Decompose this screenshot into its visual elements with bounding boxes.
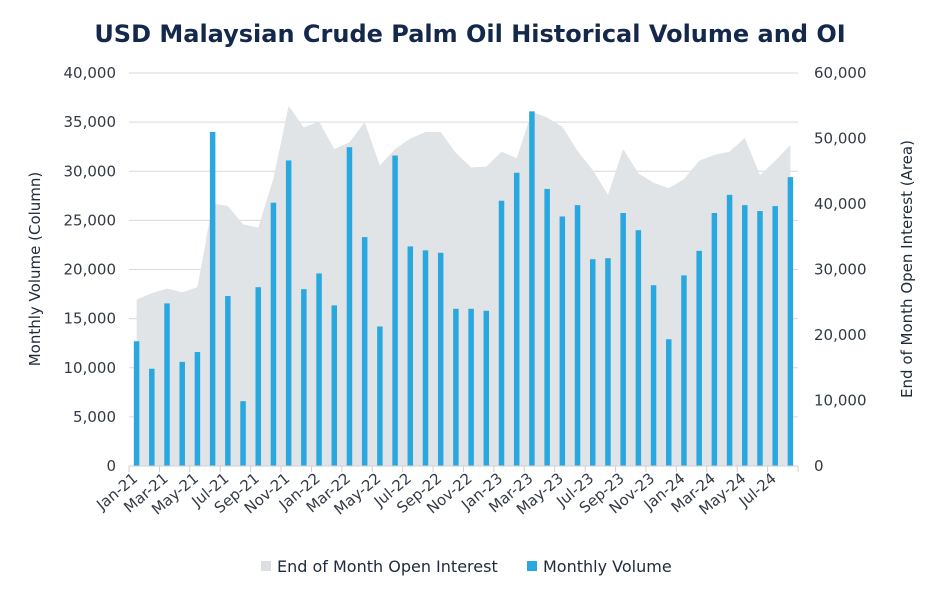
legend-label-monthly-volume: Monthly Volume — [543, 557, 672, 576]
y-left-tick-label: 15,000 — [64, 310, 117, 328]
volume-bar — [164, 303, 170, 466]
volume-bar — [422, 250, 429, 466]
volume-bar — [635, 230, 642, 466]
y-right-tick-label: 30,000 — [814, 261, 867, 279]
volume-bar — [149, 368, 155, 466]
legend-label-open-interest: End of Month Open Interest — [277, 557, 498, 576]
volume-bar — [696, 250, 702, 466]
y-right-tick-label: 0 — [814, 457, 824, 475]
volume-bar — [589, 259, 596, 466]
volume-bar — [483, 310, 490, 466]
y-left-tick-label: 20,000 — [64, 261, 117, 279]
volume-bar — [772, 206, 778, 466]
volume-bar — [742, 205, 748, 467]
y-right-tick-label: 40,000 — [814, 195, 867, 213]
volume-bar — [605, 258, 611, 466]
volume-bar — [650, 285, 657, 466]
volume-bar — [529, 111, 535, 466]
volume-bar — [666, 339, 672, 466]
volume-bar — [179, 361, 185, 466]
volume-bar — [225, 296, 231, 466]
y-right-tick-label: 20,000 — [814, 326, 867, 344]
open-interest-area-layer — [136, 105, 791, 466]
axes: 0 5,000 10,000 15,000 20,000 25,000 30,000 35,0… — [64, 64, 867, 519]
y-right-tick-label: 10,000 — [814, 392, 867, 410]
volume-bar — [453, 308, 459, 466]
y-right-tick-label: 50,000 — [814, 130, 867, 148]
volume-bar — [620, 213, 626, 466]
y-left-tick-label: 0 — [106, 457, 116, 475]
volume-bar — [787, 177, 794, 466]
legend-item-monthly-volume[interactable]: Monthly Volume — [527, 557, 672, 576]
y-left-tick-label: 25,000 — [64, 211, 117, 229]
y-left-tick-label: 10,000 — [64, 359, 117, 377]
y-left-tick-label: 30,000 — [64, 162, 117, 180]
volume-bar — [544, 188, 550, 466]
volume-bar — [285, 160, 292, 466]
open-interest-area — [136, 105, 791, 466]
legend-swatch-monthly-volume — [527, 561, 537, 571]
volume-bar — [133, 341, 140, 466]
y-axis-left-title: Monthly Volume (Column) — [26, 172, 44, 367]
y-left-tick-label: 40,000 — [64, 64, 117, 82]
volume-bar — [757, 211, 763, 466]
volume-bar — [498, 200, 505, 466]
volume-bar — [407, 246, 414, 466]
y-axis-right-title: End of Month Open Interest (Area) — [898, 140, 916, 398]
volume-bar — [392, 155, 398, 466]
volume-bar — [301, 289, 307, 466]
volume-bar — [194, 352, 201, 466]
y-left-tick-label: 5,000 — [73, 408, 116, 426]
legend: End of Month Open Interest Monthly Volum… — [261, 557, 672, 576]
volume-bar — [377, 326, 383, 466]
volume-bar — [468, 308, 474, 466]
volume-bar — [711, 213, 718, 466]
volume-bar — [346, 147, 353, 466]
volume-bar — [726, 194, 733, 466]
legend-item-open-interest[interactable]: End of Month Open Interest — [261, 557, 498, 576]
volume-bar — [361, 237, 368, 466]
volume-bar — [270, 202, 277, 466]
legend-swatch-open-interest — [261, 561, 271, 571]
y-right-tick-label: 60,000 — [814, 64, 867, 82]
volume-bar-layer — [133, 111, 794, 467]
volume-bar — [209, 131, 216, 466]
volume-bar — [331, 305, 338, 466]
volume-bar — [681, 275, 687, 466]
volume-bar — [240, 401, 246, 466]
volume-bar — [513, 172, 520, 466]
volume-bar — [574, 205, 581, 467]
volume-bar — [437, 252, 444, 466]
chart-title: USD Malaysian Crude Palm Oil Historical … — [94, 20, 845, 48]
volume-bar — [559, 216, 566, 466]
y-left-tick-label: 35,000 — [64, 113, 117, 131]
volume-bar — [255, 287, 261, 466]
volume-bar — [316, 273, 322, 466]
